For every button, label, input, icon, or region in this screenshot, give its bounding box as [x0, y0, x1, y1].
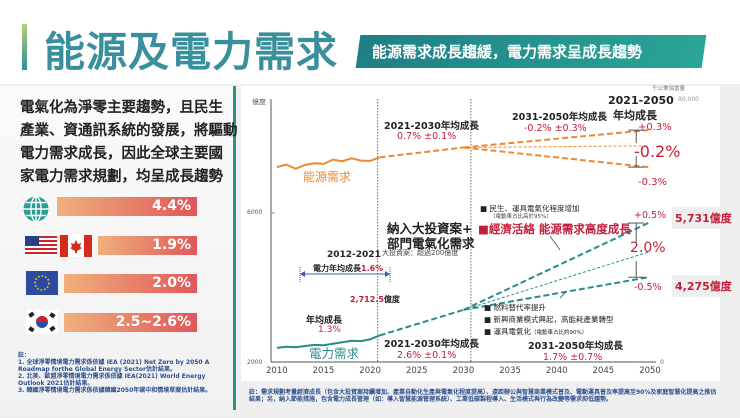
energy-historical-line	[276, 156, 380, 170]
investment-line2: 部門電氣化需求	[387, 236, 475, 251]
eu-flag-icon	[26, 271, 58, 295]
left-axis-tick: 6000	[247, 209, 263, 216]
power-high-value: 5,731億度	[672, 207, 735, 229]
left-axis-unit: 億度	[252, 98, 266, 106]
intro-line: 產業、資通訊系統的發展，將驅動	[20, 123, 238, 139]
footnote: 註：需求規劃考量經濟成長（包含大投資案持續增加、產業自動化生產與電氣化程度提高）…	[249, 389, 717, 403]
left-panel: 電氣化為淨零主要趨勢，且民生 產業、資通訊系統的發展，將驅動 電力需求成長，因此…	[0, 86, 238, 410]
intro-line: 電氣化為淨零主要趨勢，且民生	[20, 100, 223, 116]
energy-scenario-high	[463, 129, 649, 149]
note-line: 2. 北美、歐盟淨零情境電力需求係依據 IEA(2021) World Ener…	[18, 373, 206, 380]
globe-icon	[23, 195, 49, 223]
low-bullet-2: ■ 新興商業模式興起，高能耗產業轉型	[484, 315, 614, 324]
note-line: 3. 韓國淨零情境電力需求係依據韓國2050年碳中和情境草案估計結果。	[18, 387, 212, 394]
x-tick-label: 2050	[639, 366, 661, 376]
title-accent-bar	[22, 24, 27, 70]
chart-panel	[241, 86, 720, 381]
energy-demand-label: 能源需求	[303, 170, 352, 184]
power-demand-label: 電力需求	[309, 346, 360, 361]
energy-3150-title: 2031-2050年均成長	[512, 112, 607, 123]
power-scenario-high	[463, 222, 649, 311]
note-line: 1. 全球淨零情境電力需求係依據 IEA (2021) Net Zero by …	[18, 359, 210, 366]
x-tick-label: 2045	[592, 366, 615, 376]
early-growth-value: 1.3%	[318, 325, 341, 335]
energy-mid-rate: -0.2%	[634, 142, 681, 161]
right-axis-unit: 千公秉油當量	[652, 86, 686, 92]
note-line: Outlook 2021估計結果。	[18, 380, 94, 387]
power-high-rate: +0.5%	[634, 210, 667, 221]
energy-2150-title: 2021-2050	[608, 94, 674, 107]
energy-2130-title: 2021-2030年均成長	[384, 121, 479, 132]
us-canada-flags-icon	[25, 235, 92, 257]
energy-2150-subtitle: 年均成長	[613, 109, 657, 122]
energy-2130-value: 0.7% ±0.1%	[397, 131, 457, 142]
power-2130-value: 2.6% ±0.1%	[397, 350, 457, 361]
callout-line	[549, 235, 561, 251]
power-3150-title: 2031-2050年均成長	[528, 341, 623, 352]
korea-growth-bar: 2.5~2.6%	[64, 313, 197, 332]
energy-low-rate: -0.3%	[638, 177, 668, 188]
x-tick-label: 2025	[405, 366, 428, 376]
energy-scenario-mid	[463, 145, 649, 148]
x-tick-label: 2030	[452, 366, 475, 376]
intro-line: 電力需求成長，因此全球主要國	[20, 146, 223, 162]
energy-3150-value: -0.2% ±0.3%	[524, 123, 587, 134]
x-tick-label: 2010	[266, 366, 288, 376]
x-tick-label: 2040	[545, 366, 568, 376]
korea-flag-icon	[26, 310, 58, 334]
eu-growth-bar: 2.0%	[64, 274, 197, 293]
right-axis-top-tick: 80,000	[678, 96, 699, 103]
low-bullet-1: ■ 燃料替代率提升	[484, 303, 546, 312]
power-scenario-low	[463, 276, 649, 311]
power-2130-title: 2021-2030年均成長	[384, 339, 479, 350]
x-tick-label: 2015	[312, 366, 335, 376]
note-line: Roadmap forthe Global Energy Sector估計結果。	[18, 366, 176, 373]
energy-scenario-low	[463, 146, 649, 169]
power-projection-2030	[379, 308, 464, 337]
power-mid-rate: 2.0%	[630, 240, 666, 256]
hist-range-label: 電力年均成長1.6%	[313, 264, 384, 273]
x-tick-label: 2020	[359, 366, 381, 376]
early-growth-label: 年均成長	[306, 316, 343, 326]
x-tick-label: 2035	[499, 366, 521, 376]
subtitle-text: 能源需求成長趨緩，電力需求呈成長趨勢	[372, 43, 643, 61]
north-america-growth-bar: 1.9%	[98, 236, 197, 255]
callout-line	[559, 291, 567, 299]
power-historical-line	[276, 334, 381, 349]
intro-line: 家電力需求規劃，均呈成長趨勢	[20, 169, 223, 185]
investment-line1: 納入大投資案+	[387, 221, 473, 236]
high-bullet-1: ■ 民生、運具電氣化程度增加	[480, 204, 580, 213]
point-2021-label: 2,712.5億度	[350, 295, 400, 304]
right-axis-tick: 0	[660, 359, 664, 366]
power-scenario-mid	[463, 251, 649, 311]
page-title: 能源及電力需求	[44, 28, 338, 76]
investment-note: 大投資案：超過200億度	[382, 249, 459, 257]
energy-projection-2030	[379, 146, 464, 159]
low-bullet-3: ■ 運具電氣化（電動車占比約90%）	[484, 327, 588, 336]
power-3150-value: 1.7% ±0.7%	[543, 352, 603, 363]
power-low-value: 4,275億度	[672, 275, 735, 297]
global-growth-bar: 4.4%	[57, 197, 197, 216]
power-low-rate: -0.5%	[634, 282, 662, 293]
hist-range-title: 2012-2021	[327, 250, 381, 260]
high-bullet-2: ■經濟活絡 能源需求高度成長	[478, 222, 631, 236]
energy-high-rate: +0.3%	[638, 122, 672, 133]
high-bullet-1-sub: （電動車占比高於95%）	[490, 214, 552, 220]
note-line: 註：	[18, 352, 31, 359]
left-axis-tick: 2000	[247, 359, 263, 366]
